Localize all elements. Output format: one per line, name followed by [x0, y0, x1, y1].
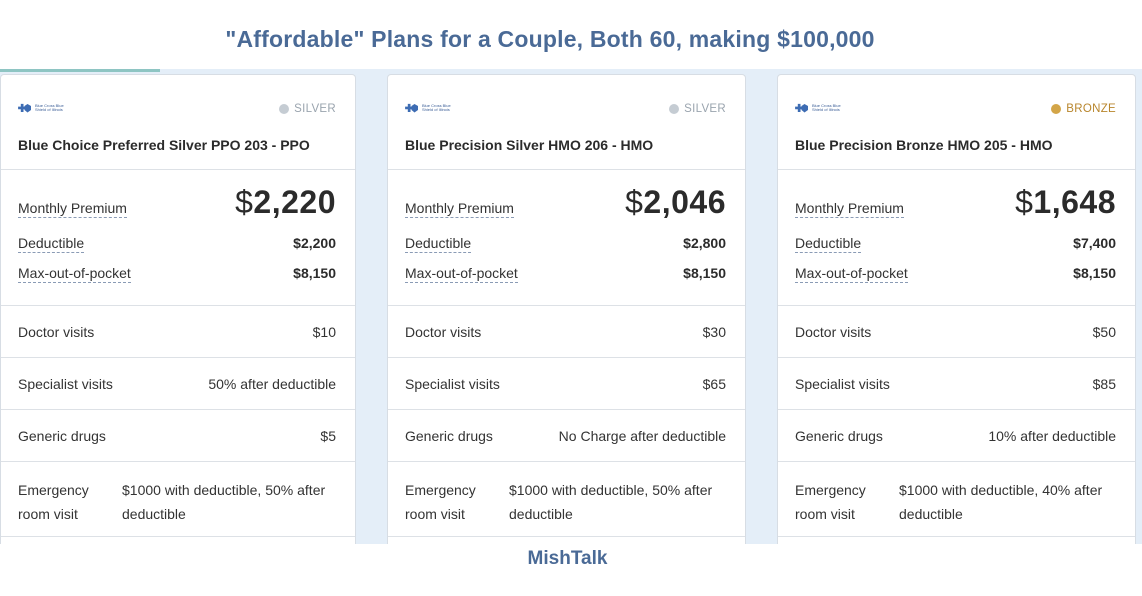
- insurer-logo-text: Blue Cross Blue Shield of Illinois: [35, 103, 64, 112]
- benefit-row: Doctor visits $30: [388, 306, 745, 358]
- bcbs-logo-icon: [18, 103, 31, 113]
- benefit-row: Generic drugs 10% after deductible: [778, 410, 1135, 462]
- generic-drugs-label: Generic drugs: [405, 428, 493, 444]
- max-oop-value: $8,150: [1073, 265, 1116, 281]
- max-oop-value: $8,150: [683, 265, 726, 281]
- cost-section: Monthly Premium $2,220 Deductible $2,200…: [1, 170, 355, 306]
- benefit-row: Doctor visits $50: [778, 306, 1135, 358]
- monthly-premium-value: $1,648: [1015, 184, 1116, 220]
- silver-dot-icon: [669, 104, 680, 114]
- specialist-visits-label: Specialist visits: [405, 376, 500, 392]
- max-oop-label[interactable]: Max-out-of-pocket: [18, 265, 131, 283]
- er-visit-label: Emergency room visit: [795, 482, 866, 522]
- doctor-visits-label: Doctor visits: [405, 324, 482, 340]
- insurer-logo-text: Blue Cross Blue Shield of Illinois: [422, 103, 451, 112]
- generic-drugs-value: 10% after deductible: [988, 428, 1116, 444]
- benefit-row: Doctor visits $10: [1, 306, 355, 358]
- plan-card-header: Blue Cross Blue Shield of Illinois SILVE…: [1, 75, 355, 170]
- page-title: "Affordable" Plans for a Couple, Both 60…: [225, 26, 875, 52]
- benefit-row: Generic drugs No Charge after deductible: [388, 410, 745, 462]
- specialist-visits-label: Specialist visits: [18, 376, 113, 392]
- deductible-label[interactable]: Deductible: [18, 235, 85, 253]
- specialist-visits-value: $85: [1092, 376, 1116, 392]
- generic-drugs-value: $5: [320, 428, 336, 444]
- insurer-logo-text: Blue Cross Blue Shield of Illinois: [812, 103, 841, 112]
- plan-card-header: Blue Cross Blue Shield of Illinois SILVE…: [388, 75, 745, 170]
- cost-section: Monthly Premium $1,648 Deductible $7,400…: [778, 170, 1135, 306]
- benefit-row: Specialist visits $65: [388, 358, 745, 410]
- plan-card[interactable]: Blue Cross Blue Shield of Illinois SILVE…: [387, 74, 746, 544]
- plan-card[interactable]: Blue Cross Blue Shield of Illinois BRONZ…: [777, 74, 1136, 544]
- bronze-dot-icon: [1051, 104, 1062, 114]
- metal-tier-badge: SILVER: [279, 103, 336, 115]
- plan-name[interactable]: Blue Precision Silver HMO 206 - HMO: [405, 137, 654, 153]
- generic-drugs-value: No Charge after deductible: [558, 428, 726, 444]
- monthly-premium-label[interactable]: Monthly Premium: [18, 200, 127, 218]
- tier-label: SILVER: [684, 103, 726, 115]
- footer-brand: MishTalk: [527, 548, 608, 569]
- benefit-row: Emergency room visit $1000 with deductib…: [388, 462, 745, 537]
- silver-dot-icon: [279, 104, 290, 114]
- cost-section: Monthly Premium $2,046 Deductible $2,800…: [388, 170, 745, 306]
- er-visit-label: Emergency room visit: [18, 482, 89, 522]
- deductible-value: $7,400: [1073, 235, 1116, 251]
- monthly-premium-label[interactable]: Monthly Premium: [795, 200, 904, 218]
- max-oop-label[interactable]: Max-out-of-pocket: [405, 265, 518, 283]
- bcbs-logo-icon: [405, 103, 418, 113]
- specialist-visits-value: $65: [702, 376, 726, 392]
- plan-name[interactable]: Blue Precision Bronze HMO 205 - HMO: [795, 137, 1053, 153]
- progress-fill: [0, 69, 160, 72]
- plan-name[interactable]: Blue Choice Preferred Silver PPO 203 - P…: [18, 137, 310, 153]
- progress-bar: [0, 69, 1142, 72]
- deductible-label[interactable]: Deductible: [795, 235, 862, 253]
- doctor-visits-value: $50: [1092, 324, 1116, 340]
- benefit-row: Generic drugs $5: [1, 410, 355, 462]
- max-oop-label[interactable]: Max-out-of-pocket: [795, 265, 908, 283]
- generic-drugs-label: Generic drugs: [795, 428, 883, 444]
- doctor-visits-label: Doctor visits: [18, 324, 95, 340]
- tier-label: SILVER: [294, 103, 336, 115]
- doctor-visits-value: $10: [312, 324, 336, 340]
- doctor-visits-label: Doctor visits: [795, 324, 872, 340]
- specialist-visits-value: 50% after deductible: [208, 376, 336, 392]
- benefit-row: Emergency room visit $1000 with deductib…: [1, 462, 355, 537]
- max-oop-value: $8,150: [293, 265, 336, 281]
- plan-card[interactable]: Blue Cross Blue Shield of Illinois SILVE…: [0, 74, 356, 544]
- metal-tier-badge: SILVER: [669, 103, 726, 115]
- monthly-premium-label[interactable]: Monthly Premium: [405, 200, 514, 218]
- specialist-visits-label: Specialist visits: [795, 376, 890, 392]
- bcbs-logo-icon: [795, 103, 808, 113]
- er-visit-label: Emergency room visit: [405, 482, 476, 522]
- benefit-row: Emergency room visit $1000 with deductib…: [778, 462, 1135, 537]
- benefit-row: Specialist visits 50% after deductible: [1, 358, 355, 410]
- deductible-label[interactable]: Deductible: [405, 235, 472, 253]
- er-visit-value: $1000 with deductible, 40% after deducti…: [899, 482, 1103, 522]
- insurer-logo: Blue Cross Blue Shield of Illinois: [405, 103, 458, 113]
- er-visit-value: $1000 with deductible, 50% after deducti…: [509, 482, 713, 522]
- plan-card-header: Blue Cross Blue Shield of Illinois BRONZ…: [778, 75, 1135, 170]
- tier-label: BRONZE: [1066, 103, 1116, 115]
- monthly-premium-value: $2,220: [235, 184, 336, 220]
- deductible-value: $2,800: [683, 235, 726, 251]
- generic-drugs-label: Generic drugs: [18, 428, 106, 444]
- monthly-premium-value: $2,046: [625, 184, 726, 220]
- metal-tier-badge: BRONZE: [1051, 103, 1116, 115]
- doctor-visits-value: $30: [702, 324, 726, 340]
- insurer-logo: Blue Cross Blue Shield of Illinois: [795, 103, 848, 113]
- er-visit-value: $1000 with deductible, 50% after deducti…: [122, 482, 326, 522]
- benefit-row: Specialist visits $85: [778, 358, 1135, 410]
- insurer-logo: Blue Cross Blue Shield of Illinois: [18, 103, 71, 113]
- deductible-value: $2,200: [293, 235, 336, 251]
